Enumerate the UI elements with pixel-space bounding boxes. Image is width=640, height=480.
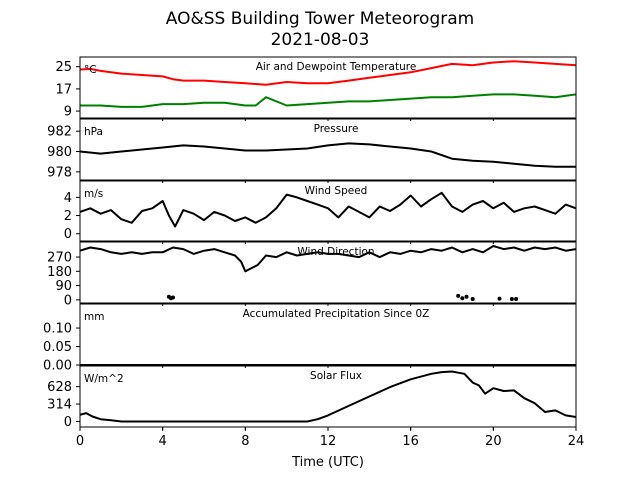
solar-panel-title: Solar Flux bbox=[310, 370, 362, 382]
precip-ytick-label: 0.05 bbox=[43, 340, 72, 355]
wdir-point bbox=[460, 296, 465, 301]
solar-ytick-label: 628 bbox=[47, 380, 72, 395]
solar-ytick-label: 314 bbox=[47, 398, 72, 413]
solar-unit-label: W/m^2 bbox=[84, 373, 124, 385]
pres-unit-label: hPa bbox=[84, 126, 103, 138]
solar-ytick-label: 0 bbox=[64, 415, 72, 430]
wdir-point bbox=[509, 297, 514, 301]
wdir-point bbox=[514, 297, 519, 301]
wdir-ytick-label: 180 bbox=[47, 265, 72, 280]
temp-series-line-0 bbox=[80, 60, 576, 86]
wdir-panel-title: Wind Direction bbox=[297, 246, 374, 258]
temp-ytick-label: 25 bbox=[55, 60, 72, 75]
temp-series-line-1 bbox=[80, 93, 576, 108]
panels-group: 9 17 25 Air and Dewpoint Temperature °C 978 98… bbox=[43, 56, 577, 430]
precip-panel-title: Accumulated Precipitation Since 0Z bbox=[243, 308, 430, 320]
wdir-point bbox=[456, 293, 461, 298]
wspd-ytick-label: 4 bbox=[64, 191, 72, 206]
panel-solar: 0 314 628 Solar Flux W/m^2 bbox=[47, 365, 577, 430]
pres-series-line-0 bbox=[80, 142, 576, 168]
pres-panel-title: Pressure bbox=[314, 123, 359, 135]
temp-ytick-label: 17 bbox=[55, 82, 72, 97]
wspd-ytick-label: 0 bbox=[64, 227, 72, 242]
panel-wspd: 0 2 4 Wind Speed m/s bbox=[64, 180, 577, 244]
wspd-ytick-label: 2 bbox=[64, 209, 72, 224]
wdir-ytick-label: 90 bbox=[55, 279, 72, 294]
wspd-series-line-0 bbox=[80, 191, 576, 228]
xaxis-tick-label: 16 bbox=[402, 434, 419, 449]
x-axis: 0 4 8 12 16 20 24 bbox=[76, 427, 584, 449]
xaxis-tick-label: 8 bbox=[241, 434, 249, 449]
solar-series-line-0 bbox=[80, 370, 576, 423]
xaxis-tick-label: 24 bbox=[568, 434, 585, 449]
wdir-series-line-0 bbox=[80, 245, 576, 273]
wdir-point bbox=[497, 296, 502, 301]
pres-ytick-label: 982 bbox=[47, 125, 72, 140]
temp-ytick-label: 9 bbox=[64, 105, 72, 120]
temp-unit-label: °C bbox=[84, 64, 97, 76]
xaxis-tick-label: 12 bbox=[320, 434, 337, 449]
xaxis-tick-label: 0 bbox=[76, 434, 84, 449]
wdir-ytick-label: 0 bbox=[64, 293, 72, 308]
xaxis-tick-label: 4 bbox=[159, 434, 167, 449]
xaxis-tick-label: 20 bbox=[485, 434, 502, 449]
precip-ytick-label: 0.00 bbox=[43, 359, 72, 374]
wdir-point bbox=[464, 294, 469, 299]
pres-ytick-label: 980 bbox=[47, 145, 72, 160]
panel-temp: 9 17 25 Air and Dewpoint Temperature °C bbox=[55, 56, 577, 121]
figure-title: AO&SS Building Tower Meteorogram bbox=[166, 9, 474, 29]
pres-ytick-label: 978 bbox=[47, 165, 72, 180]
wdir-point bbox=[171, 295, 175, 300]
wdir-point bbox=[470, 297, 475, 301]
x-axis-label: Time (UTC) bbox=[291, 455, 364, 470]
wspd-panel-title: Wind Speed bbox=[305, 185, 368, 197]
panel-precip: 0.00 0.05 0.10 Accumulated Precipitation Si… bbox=[43, 303, 577, 374]
wspd-unit-label: m/s bbox=[84, 188, 103, 200]
figure-date: 2021-08-03 bbox=[271, 30, 370, 50]
wdir-ytick-label: 270 bbox=[47, 251, 72, 266]
temp-panel-title: Air and Dewpoint Temperature bbox=[256, 61, 417, 73]
precip-ytick-label: 0.10 bbox=[43, 322, 72, 337]
panel-pres: 978 980 982 Pressure hPa bbox=[47, 118, 577, 183]
precip-unit-label: mm bbox=[84, 311, 104, 323]
